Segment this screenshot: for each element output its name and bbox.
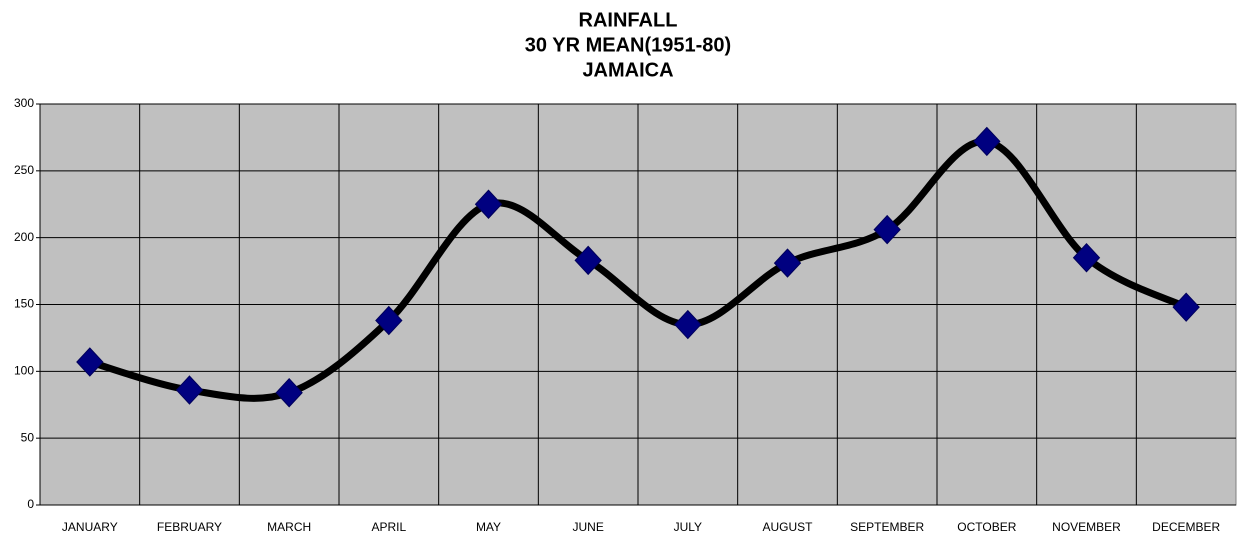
marker — [474, 189, 503, 219]
x-tick-label: JUNE — [572, 520, 603, 534]
chart-title: 30 YR MEAN(1951-80) — [525, 34, 731, 56]
x-tick-label: FEBRUARY — [157, 520, 222, 534]
x-tick-label: MARCH — [267, 520, 311, 534]
y-tick-label: 100 — [14, 364, 34, 378]
x-tick-label: SEPTEMBER — [850, 520, 924, 534]
marker — [773, 248, 802, 278]
marker — [175, 375, 204, 405]
x-tick-label: APRIL — [371, 520, 406, 534]
y-tick-label: 0 — [27, 497, 34, 511]
x-tick-label: OCTOBER — [957, 520, 1016, 534]
chart-title: RAINFALL — [579, 9, 678, 31]
marker — [973, 126, 1001, 157]
x-tick-label: NOVEMBER — [1052, 520, 1121, 534]
x-tick-label: JULY — [674, 520, 702, 534]
chart-title: JAMAICA — [582, 59, 673, 81]
marker — [275, 377, 303, 408]
marker — [674, 309, 702, 340]
y-tick-label: 300 — [14, 96, 34, 110]
x-tick-label: JANUARY — [62, 520, 118, 534]
marker — [1072, 242, 1101, 273]
y-tick-label: 200 — [14, 230, 34, 244]
y-tick-label: 150 — [14, 297, 34, 311]
marker — [76, 347, 104, 377]
marker — [873, 214, 901, 245]
x-tick-label: AUGUST — [762, 520, 813, 534]
marker — [1172, 292, 1200, 322]
marker — [574, 245, 602, 276]
x-tick-label: MAY — [476, 520, 501, 534]
marker — [375, 305, 403, 336]
x-tick-label: DECEMBER — [1152, 520, 1220, 534]
y-tick-label: 50 — [21, 430, 35, 444]
y-tick-label: 250 — [14, 163, 34, 177]
